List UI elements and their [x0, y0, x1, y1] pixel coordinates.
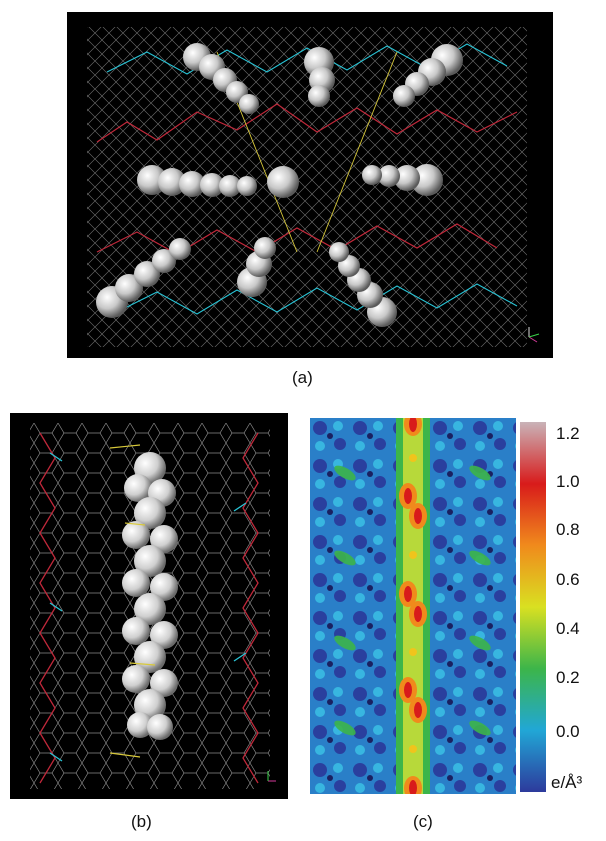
caption-a: (a) — [292, 368, 313, 387]
colorbar-tick: 0.0 — [556, 722, 580, 741]
colorbar-tick: 1.2 — [556, 424, 580, 443]
colorbar-tick: 0.2 — [556, 668, 580, 687]
colorbar-tick: 0.6 — [556, 570, 580, 589]
panel-c-density-map — [310, 418, 516, 794]
panel-b-chain-image — [10, 413, 288, 799]
colorbar-tick: 1.0 — [556, 472, 580, 491]
colorbar-unit: e/Å³ — [551, 773, 583, 792]
colorbar-tick: 0.4 — [556, 619, 580, 638]
colorbar-tick: 0.8 — [556, 520, 580, 539]
panel-a-framework-image — [67, 12, 553, 358]
caption-c: (c) — [413, 812, 433, 831]
caption-b: (b) — [131, 812, 152, 831]
colorbar — [520, 422, 546, 792]
